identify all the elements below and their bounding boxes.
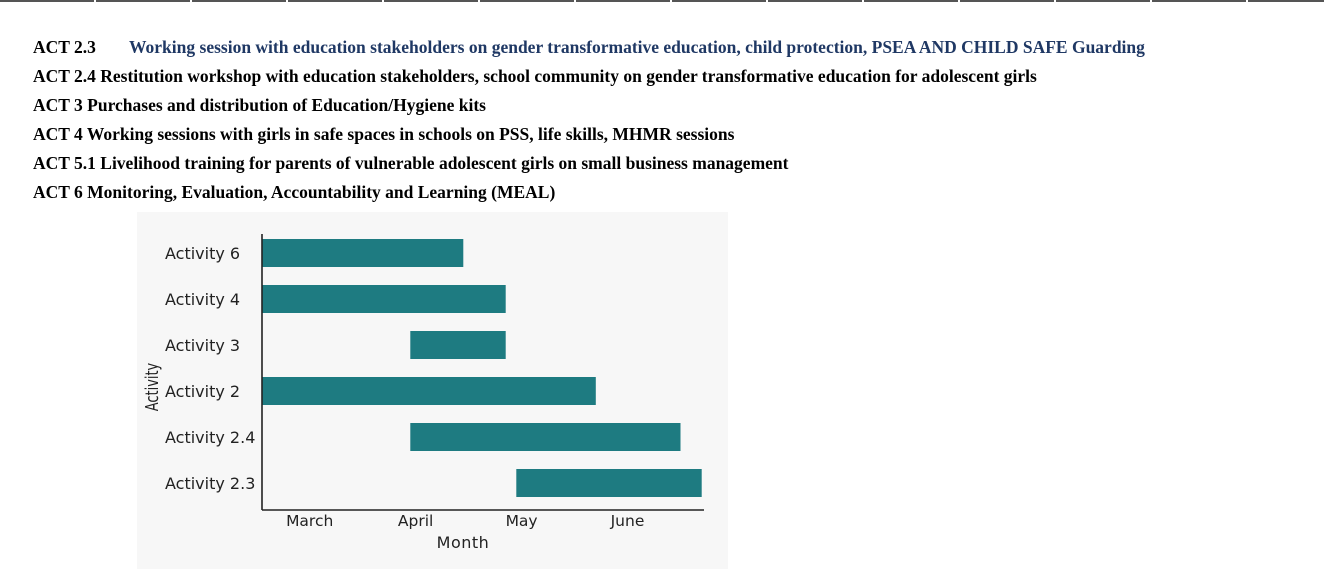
x-tick-label: June: [610, 512, 645, 530]
y-tick-label: Activity 3: [165, 336, 240, 355]
activity-line-act-3: ACT 3 Purchases and distribution of Educ…: [33, 95, 486, 115]
activity-line-act-4: ACT 4 Working sessions with girls in saf…: [33, 124, 734, 144]
gantt-bar: [262, 239, 464, 267]
activity-code: ACT 6: [33, 182, 83, 202]
gantt-bar: [516, 469, 702, 497]
activity-description: Working session with education stakehold…: [129, 37, 1145, 57]
y-tick-label: Activity 4: [165, 290, 240, 309]
activity-line-act-6: ACT 6 Monitoring, Evaluation, Accountabi…: [33, 182, 555, 202]
x-axis-title: Month: [437, 533, 490, 552]
gantt-bar: [262, 377, 596, 405]
x-tick-label: April: [398, 512, 433, 530]
activity-description: Monitoring, Evaluation, Accountability a…: [87, 182, 556, 202]
activity-code: ACT 3: [33, 95, 83, 115]
y-tick-label: Activity 2.3: [165, 474, 255, 493]
y-tick-label: Activity 6: [165, 244, 240, 263]
activity-code: ACT 4: [33, 124, 83, 144]
y-axis-title: Activity: [141, 363, 163, 411]
activity-code: ACT 2.3: [33, 37, 96, 57]
activity-description: Working sessions with girls in safe spac…: [86, 124, 735, 144]
x-tick-label: March: [286, 512, 333, 530]
activity-description: Livelihood training for parents of vulne…: [100, 153, 789, 173]
y-tick-label: Activity 2.4: [165, 428, 255, 447]
top-border: [0, 0, 1324, 2]
gantt-chart-svg: Activity Month Activity 6 Activity 4 Activ…: [141, 234, 704, 552]
activity-line-act-2-4: ACT 2.4 Restitution workshop with educat…: [33, 66, 1037, 86]
gantt-bar: [410, 331, 506, 359]
gantt-bar: [410, 423, 681, 451]
activity-description: Purchases and distribution of Education/…: [87, 95, 486, 115]
activity-code: ACT 2.4: [33, 66, 96, 86]
activity-line-act-5-1: ACT 5.1 Livelihood training for parents …: [33, 153, 788, 173]
gantt-bar: [262, 285, 506, 313]
y-tick-label: Activity 2: [165, 382, 240, 401]
activity-line-act-2-3: ACT 2.3 Working session with education st…: [33, 37, 1145, 57]
gantt-chart: Activity Month Activity 6 Activity 4 Activ…: [137, 212, 728, 569]
activity-description: Restitution workshop with education stak…: [100, 66, 1037, 86]
activity-code: ACT 5.1: [33, 153, 96, 173]
x-tick-label: May: [506, 512, 538, 530]
